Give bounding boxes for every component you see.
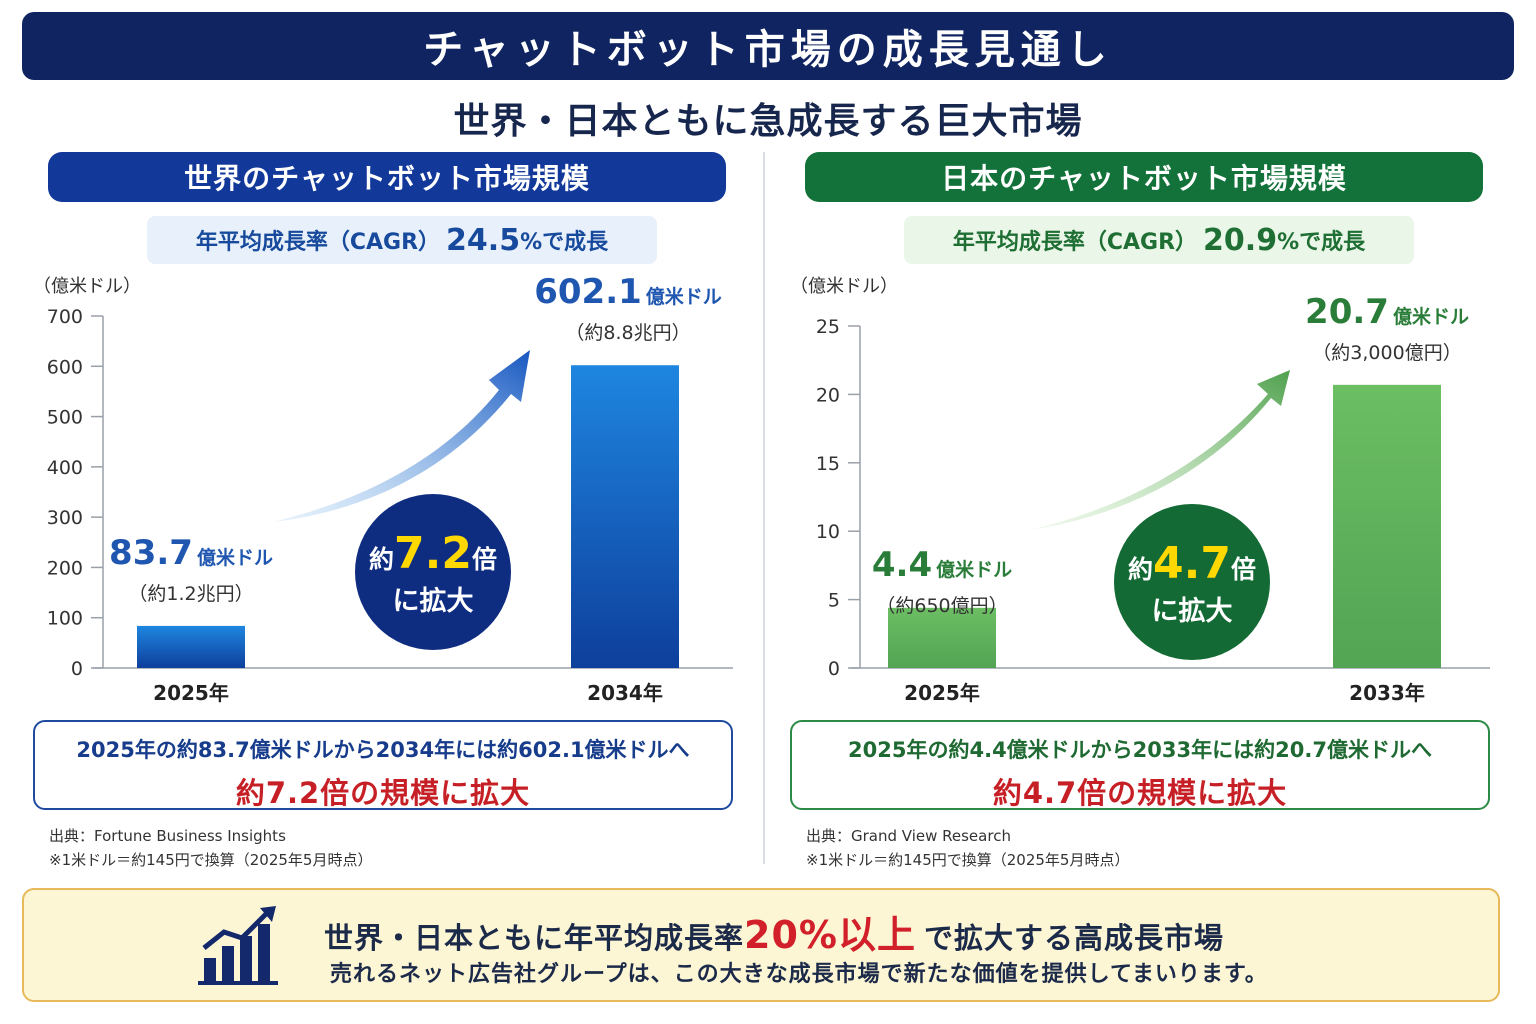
japan-x-tick-label: 2033年 <box>1349 681 1425 705</box>
world-panel-header: 世界のチャットボット市場規模 <box>48 152 726 202</box>
japan-source-line2: ※1米ドル＝約145円で換算（2025年5月時点） <box>806 851 1130 869</box>
world-cagr-rate: 24.5 <box>446 222 521 258</box>
world-value-label-0: 83.7 億米ドル <box>109 533 273 573</box>
world-source-line2: ※1米ドル＝約145円で換算（2025年5月時点） <box>49 851 373 869</box>
world-cagr-prefix: 年平均成長率（CAGR） <box>195 230 441 255</box>
japan-y-tick-label: 10 <box>816 521 840 543</box>
japan-value-unit: 億米ドル <box>1393 305 1469 328</box>
banner-headline-pre: 世界・日本ともに年平均成長率 <box>324 921 745 955</box>
japan-bar-1 <box>1333 384 1441 668</box>
japan-value-number: 4.4 <box>872 545 932 585</box>
world-y-tick-label: 200 <box>47 557 83 579</box>
world-bar-0 <box>137 625 245 668</box>
world-cagr-suffix: %で成長 <box>520 230 609 255</box>
japan-yen-label-0: （約650億円） <box>876 595 1007 617</box>
banner-headline-post: で拡大する高成長市場 <box>923 921 1224 955</box>
world-source-line1: 出典：Fortune Business Insights <box>49 827 286 845</box>
world-growth-multiple: 約7.2倍 <box>369 528 497 579</box>
growth-chart-icon <box>198 906 278 985</box>
japan-value-label-0: 4.4 億米ドル <box>872 545 1012 585</box>
world-y-tick-label: 300 <box>47 507 83 529</box>
japan-value-number: 20.7 <box>1305 292 1389 332</box>
japan-summary-line2: 約4.7倍の規模に拡大 <box>992 776 1288 810</box>
japan-y-tick-label: 5 <box>828 590 840 612</box>
world-value-label-1: 602.1 億米ドル <box>534 272 722 312</box>
world-source-note: 出典：Fortune Business Insights ※1米ドル＝約145円… <box>49 824 372 872</box>
world-yen-label-0: （約1.2兆円） <box>128 583 253 605</box>
world-value-number: 83.7 <box>109 533 193 573</box>
banner-message: 売れるネット広告社グループは、この大きな成長市場で新たな価値を提供してまいります… <box>330 962 1268 987</box>
banner-headline-highlight: 20%以上 <box>744 913 916 957</box>
japan-growth-text: に拡大 <box>1152 596 1233 627</box>
world-value-unit: 億米ドル <box>197 546 273 569</box>
japan-bar-0 <box>888 607 996 668</box>
japan-y-unit-label: （億米ドル） <box>790 276 898 297</box>
world-summary-box: 2025年の約83.7億米ドルから2034年には約602.1億米ドルへ 約7.2… <box>33 720 733 810</box>
japan-growth-arrow <box>1030 370 1290 530</box>
japan-summary-box: 2025年の約4.4億米ドルから2033年には約20.7億米ドルへ 約4.7倍の… <box>790 720 1490 810</box>
japan-cagr-suffix: %で成長 <box>1277 230 1366 255</box>
japan-value-unit: 億米ドル <box>936 558 1012 581</box>
banner-headline: 世界・日本ともに年平均成長率20%以上 で拡大する高成長市場 <box>324 904 1424 959</box>
world-y-tick-label: 600 <box>47 356 83 378</box>
japan-x-tick-label: 2025年 <box>904 681 980 705</box>
japan-panel-header: 日本のチャットボット市場規模 <box>805 152 1483 202</box>
japan-growth-multiple: 約4.7倍 <box>1128 538 1256 589</box>
world-value-number: 602.1 <box>534 272 642 312</box>
japan-cagr-prefix: 年平均成長率（CAGR） <box>952 230 1198 255</box>
world-y-tick-label: 100 <box>47 608 83 630</box>
world-y-tick-label: 700 <box>47 306 83 328</box>
world-value-unit: 億米ドル <box>646 285 722 308</box>
japan-cagr-badge: 年平均成長率（CAGR） 20.9 %で成長 <box>904 216 1414 264</box>
world-x-tick-label: 2025年 <box>153 681 229 705</box>
world-x-tick-label: 2034年 <box>587 681 663 705</box>
world-y-unit-label: （億米ドル） <box>33 276 141 297</box>
japan-source-note: 出典：Grand View Research ※1米ドル＝約145円で換算（20… <box>806 824 1129 872</box>
bottom-banner: 世界・日本ともに年平均成長率20%以上 で拡大する高成長市場 売れるネット広告社グ… <box>22 888 1500 1002</box>
japan-value-label-1: 20.7 億米ドル <box>1305 292 1469 332</box>
world-market-panel: 世界のチャットボット市場規模 年平均成長率（CAGR） 24.5 %で成長 （億… <box>33 150 733 870</box>
japan-cagr-rate: 20.9 <box>1203 222 1278 258</box>
world-growth-arrow <box>273 350 530 522</box>
page-subtitle: 世界・日本ともに急成長する巨大市場 <box>453 101 1083 142</box>
world-bar-1 <box>571 365 679 668</box>
world-yen-label-1: （約8.8兆円） <box>565 322 690 344</box>
japan-y-tick-label: 20 <box>816 384 840 406</box>
world-growth-text: に拡大 <box>393 586 474 617</box>
world-y-tick-label: 500 <box>47 407 83 429</box>
japan-market-panel: 日本のチャットボット市場規模 年平均成長率（CAGR） 20.9 %で成長 （億… <box>790 150 1490 870</box>
world-y-tick-label: 400 <box>47 457 83 479</box>
world-growth-badge <box>355 494 511 650</box>
japan-source-line1: 出典：Grand View Research <box>806 827 1011 845</box>
japan-yen-label-1: （約3,000億円） <box>1312 342 1461 364</box>
japan-summary-line1: 2025年の約4.4億米ドルから2033年には約20.7億米ドルへ <box>848 738 1432 762</box>
world-summary-line1: 2025年の約83.7億米ドルから2034年には約602.1億米ドルへ <box>76 738 690 762</box>
japan-y-tick-label: 25 <box>816 316 840 338</box>
page-title: チャットボット市場の成長見通し <box>22 12 1514 80</box>
panel-divider <box>763 152 765 864</box>
japan-y-tick-label: 0 <box>828 658 840 680</box>
japan-y-tick-label: 15 <box>816 453 840 475</box>
japan-growth-badge <box>1114 504 1270 660</box>
world-summary-line2: 約7.2倍の規模に拡大 <box>235 776 531 810</box>
world-y-tick-label: 0 <box>71 658 83 680</box>
world-cagr-badge: 年平均成長率（CAGR） 24.5 %で成長 <box>147 216 657 264</box>
